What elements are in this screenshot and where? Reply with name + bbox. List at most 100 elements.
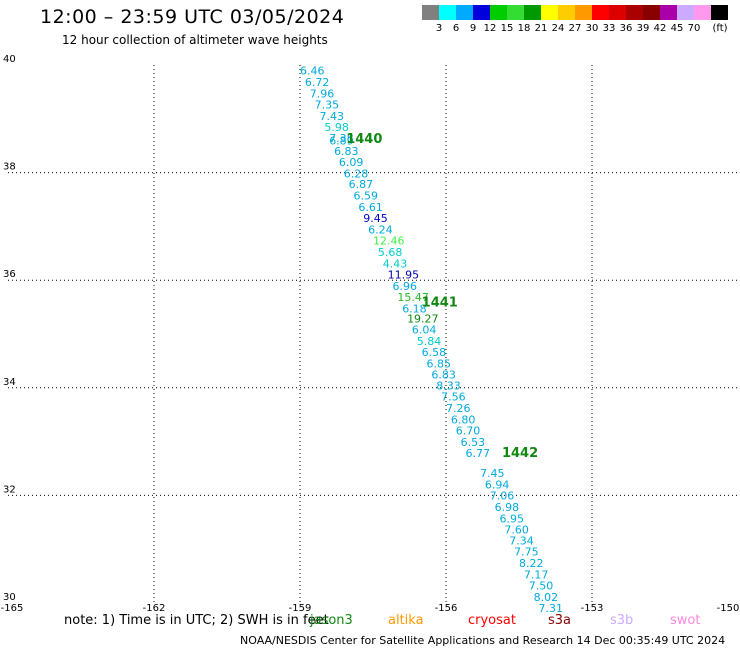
wave-height-point: 6.59 — [354, 190, 379, 203]
wave-height-point: 7.56 — [441, 391, 466, 404]
wave-height-point: 7.96 — [310, 87, 335, 100]
pass-labels: 14401441144214431444 — [346, 132, 538, 461]
wave-height-point: 7.31 — [538, 602, 563, 612]
colorbar-swatch — [660, 5, 677, 20]
lat-tick-label: 38 — [3, 162, 16, 173]
wave-height-point: 6.24 — [368, 223, 393, 236]
wave-height-point: 8.33 — [436, 379, 461, 392]
colorbar-swatch — [456, 5, 473, 20]
wave-height-point: 7.06 — [490, 490, 515, 503]
lon-tick-label: -162 — [143, 603, 166, 612]
altimeter-map: -165 -162 -159 -156 -153 -150 40 38 36 34 32 30 6.4… — [1, 54, 740, 612]
lat-tick-label: 36 — [3, 269, 16, 280]
colorbar-swatch — [592, 5, 609, 20]
lat-tick-label: 30 — [3, 592, 16, 603]
page-subtitle: 12 hour collection of altimeter wave hei… — [62, 33, 328, 47]
colorbar-label: 45 — [670, 23, 684, 34]
wave-height-point: 7.75 — [514, 546, 539, 559]
colorbar-label: 6 — [452, 23, 460, 34]
colorbar-swatch — [422, 5, 439, 20]
wave-height-point: 6.96 — [392, 280, 417, 293]
satellite-legend-jason3: jason3 — [310, 613, 353, 628]
lon-tick-label: -159 — [289, 603, 312, 612]
wave-height-point: 6.89 — [329, 135, 354, 148]
wave-height-point: 6.58 — [422, 346, 447, 359]
wave-height-point: 6.83 — [334, 145, 359, 158]
colorbar-swatch — [694, 5, 711, 20]
pass-number-label: 1440 — [346, 132, 382, 147]
wave-height-point: 6.46 — [300, 65, 325, 78]
wave-height-point: 7.50 — [529, 580, 554, 593]
wave-height-point: 7.17 — [524, 568, 549, 581]
wave-height-point: 6.28 — [344, 167, 369, 180]
wave-height-point: 7.34 — [509, 534, 534, 547]
wave-height-point: 7.26 — [446, 402, 471, 415]
colorbar-label: 30 — [585, 23, 599, 34]
wave-height-point: 5.98 — [324, 121, 349, 134]
colorbar-label: 9 — [469, 23, 477, 34]
lat-lon-grid — [8, 65, 738, 603]
colorbar-swatch — [473, 5, 490, 20]
colorbar-swatch — [558, 5, 575, 20]
wave-height-point: 6.72 — [305, 76, 330, 89]
colorbar-label: 39 — [636, 23, 650, 34]
colorbar-swatch — [439, 5, 456, 20]
credit-footer: NOAA/NESDIS Center for Satellite Applica… — [240, 634, 726, 647]
wave-height-point: 6.98 — [495, 501, 519, 514]
wave-height-point: 6.85 — [427, 357, 452, 370]
colorbar-label: 42 — [653, 23, 667, 34]
wave-height-point: 8.02 — [534, 591, 559, 604]
axis-labels: -165 -162 -159 -156 -153 -150 40 38 36 34 32 30 — [1, 54, 740, 612]
colorbar-label: 3 — [435, 23, 443, 34]
wave-height-point: 6.04 — [412, 323, 437, 336]
colorbar-label: 33 — [602, 23, 616, 34]
wave-height-point: 8.22 — [519, 557, 544, 570]
colorbar-label: 70 — [687, 23, 701, 34]
wave-height-point: 5.84 — [417, 335, 442, 348]
wave-height-point: 7.60 — [504, 524, 529, 537]
colorbar-label: 12 — [483, 23, 497, 34]
wave-height-point: 19.27 — [407, 313, 439, 326]
colorbar-label: 36 — [619, 23, 633, 34]
wave-height-point: 4.43 — [383, 257, 408, 270]
wave-height-point: 15.47 — [397, 291, 429, 304]
lat-tick-label: 34 — [3, 377, 16, 388]
colorbar-swatch — [507, 5, 524, 20]
satellite-legend-cryosat: cryosat — [468, 613, 516, 628]
lat-tick-label: 32 — [3, 484, 16, 495]
wave-height-point: 6.18 — [402, 302, 427, 315]
wave-height-point: 11.95 — [388, 269, 420, 282]
wave-height-point: 12.46 — [373, 235, 405, 248]
satellite-legend-s3a: s3a — [548, 613, 572, 628]
footnote: note: 1) Time is in UTC; 2) SWH is in fe… — [64, 613, 329, 628]
wave-height-point: 6.94 — [485, 478, 510, 491]
wave-height-point: 6.53 — [461, 436, 486, 449]
wave-height-measurements: 6.466.727.967.357.435.987.386.896.836.09… — [300, 65, 563, 612]
colorbar-label: 21 — [534, 23, 548, 34]
pass-number-label: 1442 — [502, 446, 538, 461]
wave-height-point: 6.61 — [358, 201, 383, 214]
colorbar-swatch — [677, 5, 694, 20]
colorbar-swatch — [711, 5, 728, 20]
colorbar-swatch — [575, 5, 592, 20]
wave-height-point: 6.83 — [431, 369, 456, 382]
colorbar-swatch — [490, 5, 507, 20]
colorbar-swatch — [609, 5, 626, 20]
lon-tick-label: -156 — [435, 603, 458, 612]
wave-height-point: 6.77 — [465, 447, 490, 460]
lon-tick-label: -150 — [717, 603, 740, 612]
colorbar-unit: (ft) — [712, 23, 728, 34]
wave-height-point: 5.68 — [378, 246, 403, 259]
satellite-legend-s3b: s3b — [610, 613, 634, 628]
colorbar-swatch — [626, 5, 643, 20]
page-title: 12:00 – 23:59 UTC 03/05/2024 — [40, 6, 345, 28]
colorbar-label: 27 — [568, 23, 582, 34]
colorbar-label: 15 — [500, 23, 514, 34]
wave-height-point: 7.35 — [315, 99, 340, 112]
colorbar-label: 18 — [517, 23, 531, 34]
lon-tick-label: -153 — [581, 603, 604, 612]
satellite-legend-altika: altika — [388, 613, 424, 628]
wave-height-point: 7.38 — [329, 132, 354, 145]
colorbar-label: 24 — [551, 23, 565, 34]
wave-height-point: 6.70 — [456, 425, 481, 438]
